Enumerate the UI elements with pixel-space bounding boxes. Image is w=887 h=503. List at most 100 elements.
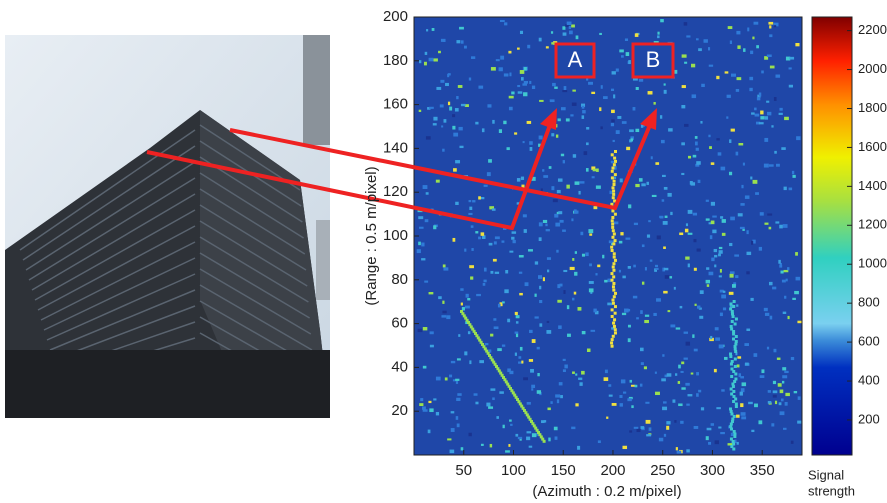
speckle-dot <box>774 25 776 27</box>
speckle-dot <box>464 46 467 49</box>
speckle-dot <box>745 363 749 366</box>
speckle-dot <box>789 188 793 191</box>
speckle-dot <box>761 70 764 73</box>
speckle-dot <box>489 243 493 246</box>
speckle-dot <box>457 393 461 396</box>
speckle-dot <box>660 115 662 119</box>
speckle-dot <box>701 84 705 87</box>
speckle-dot <box>551 31 553 33</box>
speckle-dot <box>527 121 531 124</box>
speckle-dot <box>558 178 563 181</box>
speckle-dot <box>449 375 452 378</box>
speckle-dot <box>420 398 423 401</box>
speckle-dot <box>614 239 617 242</box>
speckle-dot <box>780 411 785 415</box>
speckle-dot <box>635 33 639 37</box>
speckle-dot <box>469 265 474 268</box>
speckle-dot <box>766 101 769 103</box>
speckle-dot <box>559 382 563 385</box>
speckle-dot <box>635 385 638 388</box>
speckle-dot <box>732 315 735 318</box>
speckle-dot <box>715 327 719 330</box>
speckle-dot <box>529 359 533 362</box>
speckle-dot <box>575 403 578 406</box>
speckle-dot <box>768 390 771 393</box>
speckle-dot <box>574 272 577 276</box>
speckle-dot <box>433 123 437 125</box>
speckle-dot <box>500 56 504 60</box>
speckle-dot <box>735 335 738 338</box>
speckle-dot <box>563 359 566 361</box>
speckle-dot <box>611 176 614 179</box>
speckle-dot <box>686 35 690 37</box>
speckle-dot <box>521 77 524 80</box>
speckle-dot <box>774 151 777 154</box>
speckle-dot <box>598 440 601 443</box>
speckle-dot <box>779 265 782 268</box>
speckle-dot <box>555 394 560 397</box>
speckle-dot <box>631 138 633 141</box>
speckle-dot <box>555 223 560 227</box>
speckle-dot <box>664 83 666 85</box>
speckle-dot <box>729 303 732 306</box>
speckle-dot <box>520 70 525 74</box>
speckle-dot <box>516 333 518 337</box>
colorbar-tick-label: 1200 <box>858 217 887 232</box>
speckle-dot <box>679 233 683 236</box>
speckle-dot <box>571 24 575 27</box>
speckle-dot <box>614 312 617 315</box>
speckle-dot <box>436 377 441 381</box>
speckle-dot <box>443 264 446 267</box>
speckle-dot <box>438 296 442 299</box>
speckle-dot <box>488 406 493 408</box>
speckle-dot <box>579 382 582 386</box>
speckle-dot <box>481 232 485 235</box>
speckle-dot <box>752 37 754 40</box>
speckle-dot <box>557 300 562 303</box>
speckle-dot <box>625 38 628 41</box>
speckle-dot <box>443 267 448 270</box>
speckle-dot <box>589 281 594 284</box>
speckle-dot <box>566 185 569 189</box>
speckle-dot <box>545 224 547 227</box>
speckle-dot <box>700 121 702 124</box>
speckle-dot <box>694 268 697 271</box>
speckle-dot <box>730 388 733 391</box>
speckle-dot <box>582 106 585 109</box>
speckle-dot <box>792 175 795 178</box>
speckle-dot <box>516 321 519 323</box>
speckle-dot <box>706 267 709 270</box>
speckle-dot <box>639 79 643 82</box>
speckle-dot <box>716 138 719 140</box>
speckle-dot <box>478 86 483 89</box>
speckle-dot <box>558 325 562 329</box>
speckle-dot <box>460 288 463 291</box>
speckle-dot <box>720 216 723 219</box>
speckle-dot <box>772 287 776 290</box>
speckle-dot <box>578 378 582 380</box>
speckle-dot <box>432 28 435 31</box>
speckle-dot <box>664 434 666 437</box>
speckle-dot <box>539 300 542 303</box>
speckle-dot <box>737 442 739 445</box>
speckle-dot <box>539 222 543 226</box>
speckle-dot <box>611 110 615 113</box>
speckle-dot <box>789 57 794 60</box>
speckle-dot <box>603 96 608 99</box>
colorbar-tick-label: 200 <box>858 411 880 426</box>
speckle-dot <box>779 402 782 405</box>
speckle-dot <box>770 66 775 69</box>
speckle-dot <box>653 102 655 105</box>
speckle-dot <box>754 108 757 111</box>
speckle-dot <box>433 117 437 121</box>
speckle-dot <box>523 92 527 96</box>
speckle-dot <box>640 348 644 352</box>
speckle-dot <box>497 348 502 351</box>
speckle-dot <box>734 440 736 443</box>
speckle-dot <box>531 388 533 390</box>
speckle-dot <box>761 369 764 373</box>
speckle-dot <box>760 375 765 378</box>
colorbar-tick-label: 1400 <box>858 178 887 193</box>
speckle-dot <box>548 438 550 442</box>
speckle-dot <box>696 393 699 397</box>
